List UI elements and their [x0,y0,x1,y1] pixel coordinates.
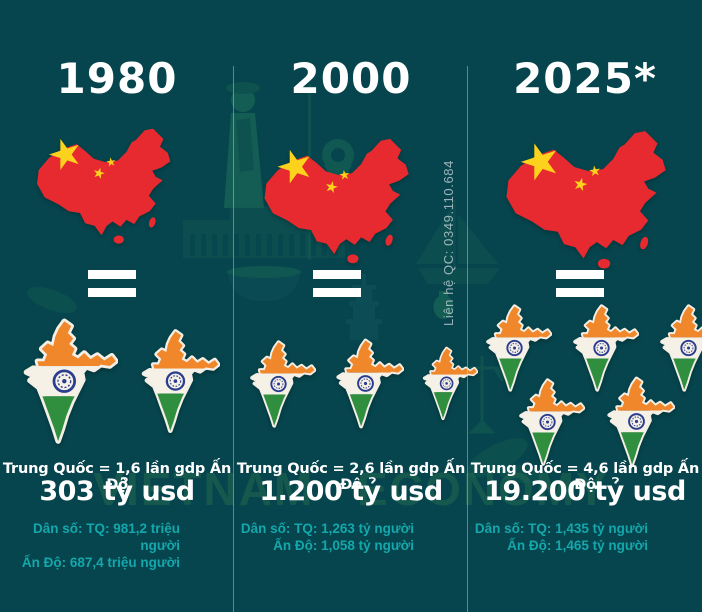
india-map-icon [599,372,675,470]
gdp-value: 303 tỷ usd [39,476,195,507]
year-title-1980: 1980 [56,54,178,103]
india-map-icon [12,312,118,449]
india-map-icon [511,374,585,469]
china-map-icon [499,128,702,276]
gdp-value: 1.200 tỷ usd [259,476,443,507]
population-china: Dân số: TQ: 1,263 tỷ người [240,521,414,536]
india-map-icon [132,324,220,437]
population-india: Ấn Độ: 1,465 tỷ người [507,538,648,553]
bowl-silhouette [227,266,301,301]
lantern-silhouette [433,291,454,319]
population-china: Dân số: TQ: 981,2 triệu người [32,521,180,553]
woman-silhouette [224,82,264,208]
population-block: Dân số: TQ: 1,435 tỷ người Ấn Độ: 1,465 … [475,520,648,554]
boat-silhouette [416,200,500,284]
china-map-icon [258,136,444,270]
china-map-2000 [258,136,444,270]
population-india: Ấn Độ: 687,4 triệu người [21,555,180,570]
india-maps-2000 [242,334,478,432]
watermark-text: VIETNAM ECONOMY [93,463,609,515]
india-map-icon [328,334,404,432]
column-divider [467,66,468,612]
population-block: Dân số: TQ: 1,263 tỷ người Ấn Độ: 1,058 … [241,520,414,554]
population-india: Ấn Độ: 1,058 tỷ người [273,538,414,553]
ratio-text: Trung Quốc = 4,6 lần gdp Ấn Độ [470,461,700,493]
ratio-text: Trung Quốc = 1,6 lần gdp Ấn Độ [2,461,232,493]
contact-text: Liên hệ QC: 0349.110.684 [441,160,456,326]
gdp-value: 19.200 tỷ usd [484,476,686,507]
year-title-2025: 2025* [513,54,657,103]
population-block: Dân số: TQ: 981,2 triệu người Ấn Độ: 687… [0,520,180,571]
equals-sign [556,270,604,297]
equals-sign [88,270,136,297]
population-china: Dân số: TQ: 1,435 tỷ người [474,521,648,536]
china-map-1980 [31,126,203,250]
panel-1980: 1980 Trung Quốc = 1,6 lần gdp Ấn Độ 303 … [0,0,234,612]
ratio-text: Trung Quốc = 2,6 lần gdp Ấn Độ [236,461,466,493]
india-maps-2025-row2 [511,372,675,470]
year-title-2000: 2000 [290,54,412,103]
column-divider [233,66,234,612]
china-map-icon [31,126,203,250]
leaf-silhouette [27,287,542,484]
panel-2000: 2000 Trung Quốc = 2,6 lần gdp Ấn Độ 1.20… [234,0,468,612]
equals-sign [313,270,361,297]
india-map-icon [242,336,316,431]
china-map-2025 [499,128,702,276]
india-maps-1980 [12,312,220,449]
panel-2025: 2025* Trung Quốc = 4,6 lần gdp Ấn Độ 19.… [468,0,702,612]
